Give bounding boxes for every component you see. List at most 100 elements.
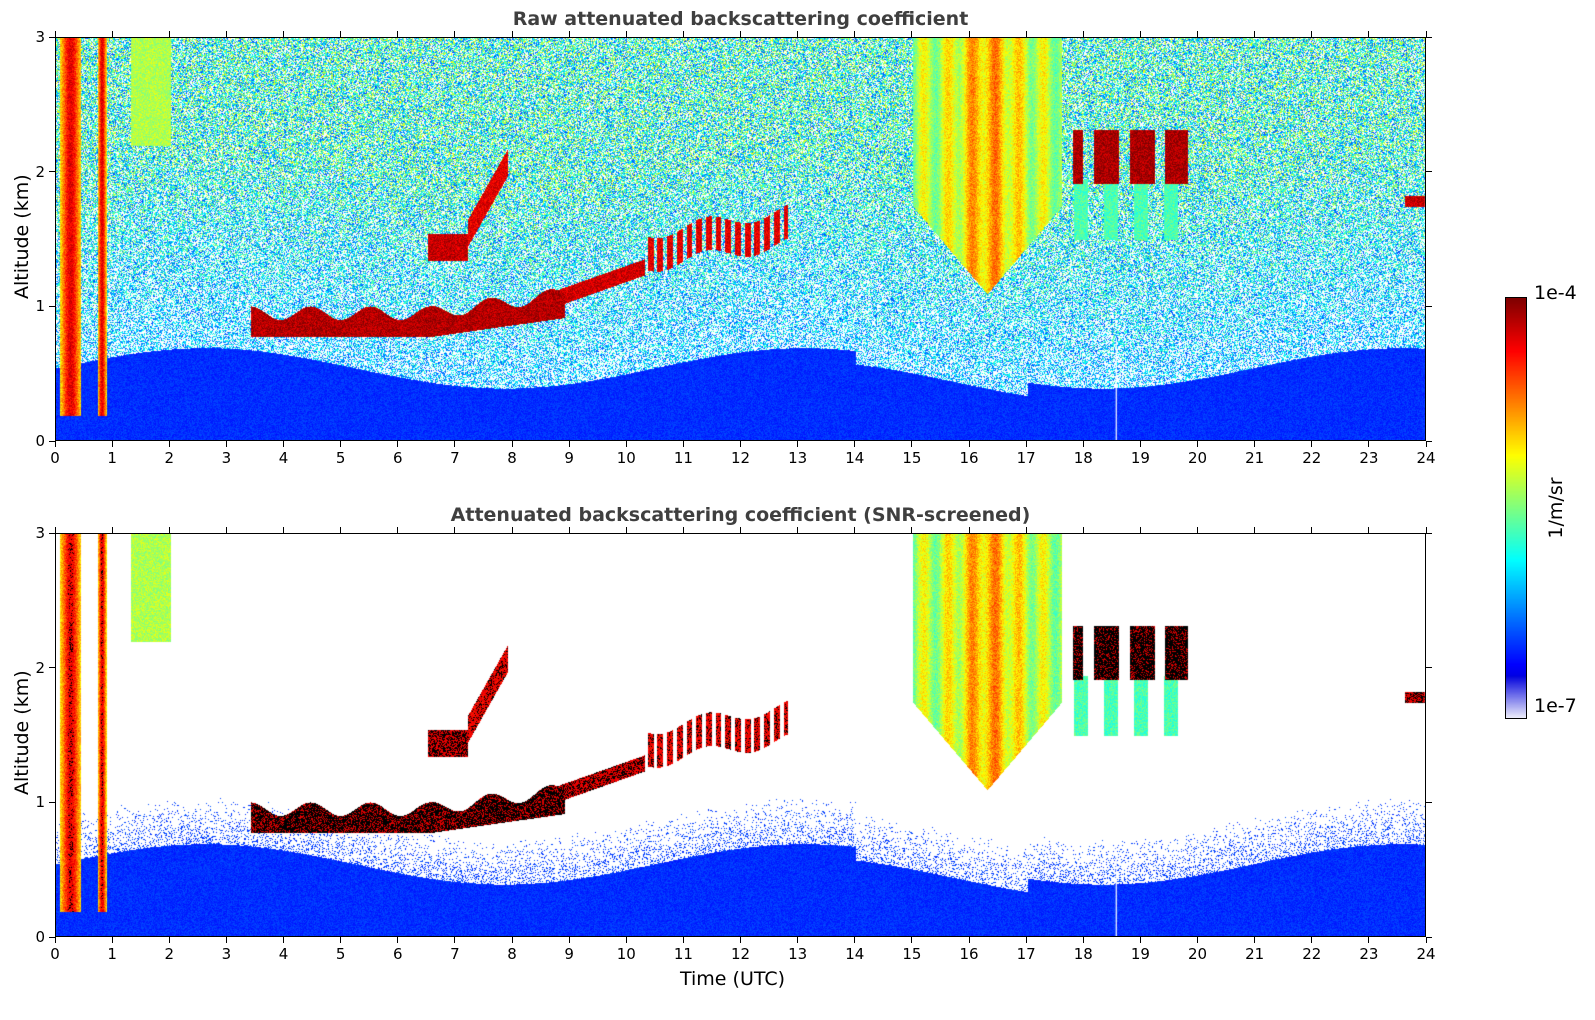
top-x-tick-top [111, 31, 113, 37]
top-x-tick [454, 441, 456, 447]
top-chart-title: Raw attenuated backscattering coefficien… [512, 8, 969, 30]
bottom-x-tick-top [511, 527, 513, 533]
top-x-tick [511, 441, 513, 447]
bottom-x-tick-top [797, 527, 799, 533]
bottom-x-tick-top [111, 527, 113, 533]
top-x-tick [625, 441, 627, 447]
top-x-tick-label: 17 [1016, 449, 1036, 467]
top-x-tick [797, 441, 799, 447]
top-x-tick-top [454, 31, 456, 37]
bottom-x-tick [54, 937, 56, 943]
top-x-tick-top [1425, 31, 1427, 37]
top-x-tick [568, 441, 570, 447]
bottom-x-tick [1025, 937, 1027, 943]
bottom-x-tick [797, 937, 799, 943]
top-x-tick-top [1082, 31, 1084, 37]
bottom-x-tick-label: 15 [902, 945, 922, 963]
top-x-tick-label: 15 [902, 449, 922, 467]
bottom-x-tick-label: 16 [959, 945, 979, 963]
bottom-x-tick [911, 937, 913, 943]
top-x-tick [682, 441, 684, 447]
top-heatmap [56, 38, 1425, 440]
bottom-x-tick-top [911, 527, 913, 533]
bottom-x-tick-label: 17 [1016, 945, 1036, 963]
bottom-x-tick-top [625, 527, 627, 533]
top-x-tick-top [397, 31, 399, 37]
top-x-tick-label: 1 [107, 449, 117, 467]
top-x-tick-label: 21 [1245, 449, 1265, 467]
top-x-tick-top [911, 31, 913, 37]
top-x-tick-top [625, 31, 627, 37]
bottom-x-tick-label: 12 [730, 945, 751, 963]
top-x-tick [1311, 441, 1313, 447]
bottom-x-tick-label: 21 [1245, 945, 1265, 963]
bottom-x-tick-label: 2 [164, 945, 175, 963]
top-x-tick [1139, 441, 1141, 447]
top-y-tick-right [1426, 440, 1432, 442]
top-plot-area[interactable] [55, 37, 1426, 441]
top-x-tick-label: 22 [1302, 449, 1322, 467]
bottom-y-tick-label: 2 [35, 658, 45, 677]
top-y-tick-label: 3 [35, 28, 45, 46]
bottom-x-tick [225, 937, 227, 943]
top-x-tick-top [1139, 31, 1141, 37]
top-x-tick-label: 6 [392, 449, 403, 467]
top-x-tick-label: 18 [1073, 449, 1093, 467]
top-x-tick [1025, 441, 1027, 447]
colorbar-max-label: 1e-4 [1534, 282, 1577, 304]
top-x-tick-top [168, 31, 170, 37]
bottom-x-tick [1139, 937, 1141, 943]
bottom-x-tick-label: 5 [335, 945, 346, 963]
bottom-x-tick-top [225, 527, 227, 533]
bottom-x-tick-top [454, 527, 456, 533]
bottom-x-tick-label: 0 [50, 945, 60, 963]
bottom-x-tick-top [854, 527, 856, 533]
bottom-x-tick [1311, 937, 1313, 943]
top-x-tick-label: 23 [1359, 449, 1379, 467]
top-x-tick [397, 441, 399, 447]
bottom-y-tick-right [1426, 667, 1432, 669]
bottom-x-tick-top [1197, 527, 1198, 533]
bottom-x-tick-top [340, 527, 342, 533]
bottom-x-tick-top [1311, 527, 1313, 533]
top-x-tick [968, 441, 970, 447]
bottom-x-tick [340, 937, 342, 943]
bottom-x-tick [1197, 937, 1198, 943]
top-y-tick [49, 171, 55, 173]
top-x-tick-top [682, 31, 684, 37]
bottom-x-tick-label: 23 [1359, 945, 1379, 963]
bottom-plot-area[interactable] [55, 533, 1426, 937]
bottom-x-tick [968, 937, 970, 943]
top-x-tick-top [54, 31, 56, 37]
top-x-tick-label: 5 [335, 449, 346, 467]
top-x-tick [1254, 441, 1256, 447]
top-x-tick [111, 441, 113, 447]
top-x-tick [1368, 441, 1370, 447]
bottom-y-tick [49, 667, 55, 669]
top-x-tick [168, 441, 170, 447]
bottom-x-tick [625, 937, 627, 943]
top-x-tick-label: 13 [788, 449, 808, 467]
bottom-y-tick [49, 532, 55, 534]
bottom-x-tick-label: 8 [507, 945, 517, 963]
bottom-x-tick [1082, 937, 1084, 943]
bottom-x-tick-label: 10 [616, 945, 636, 963]
top-x-tick-label: 0 [50, 449, 60, 467]
bottom-x-tick-top [682, 527, 684, 533]
top-x-tick-top [740, 31, 741, 37]
bottom-x-tick-top [1082, 527, 1084, 533]
bottom-x-tick [1254, 937, 1256, 943]
bottom-heatmap [56, 534, 1425, 936]
top-x-tick-label: 3 [221, 449, 232, 467]
bottom-x-tick [397, 937, 399, 943]
top-x-tick-label: 19 [1130, 449, 1150, 467]
bottom-y-tick-right [1426, 532, 1432, 534]
top-x-tick-top [1197, 31, 1198, 37]
bottom-x-tick-top [1025, 527, 1027, 533]
colorbar-min-label: 1e-7 [1534, 695, 1577, 717]
top-x-tick-top [1254, 31, 1256, 37]
bottom-x-tick-top [568, 527, 570, 533]
top-x-tick [854, 441, 856, 447]
top-x-tick-top [1025, 31, 1027, 37]
bottom-x-tick-label: 24 [1416, 945, 1436, 963]
